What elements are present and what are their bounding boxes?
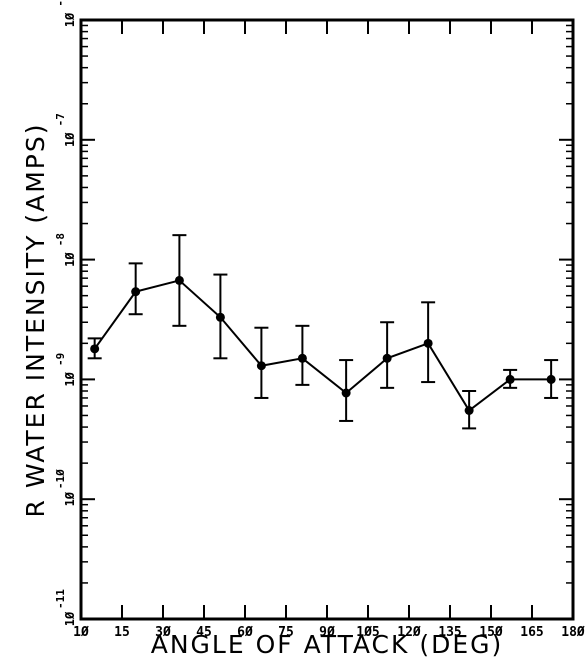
x-tick-label: 165 (520, 625, 543, 640)
x-tick-label: 15Ø (479, 625, 503, 640)
y-tick-base: 1Ø (63, 491, 77, 506)
data-point (423, 338, 433, 348)
y-tick-label: 1Ø-1Ø (54, 469, 77, 507)
y-tick-label: 1Ø-9 (54, 353, 77, 387)
y-tick-exponent: -1Ø (54, 469, 67, 489)
x-tick-label: 75 (278, 625, 294, 640)
y-tick-exponent: -6 (54, 0, 67, 7)
y-tick-base: 1Ø (63, 252, 77, 267)
y-tick-base: 1Ø (63, 132, 77, 147)
data-point (131, 287, 141, 297)
data-point (505, 374, 515, 384)
y-axis-title: R WATER INTENSITY (AMPS) (21, 123, 50, 518)
x-tick-label: 9Ø (319, 625, 335, 640)
y-tick-label: 1Ø-7 (54, 113, 77, 147)
x-axis-title: ANGLE OF ATTACK (DEG) (151, 630, 504, 659)
data-point (341, 388, 351, 398)
x-tick-label: 12Ø (397, 625, 421, 640)
data-point (546, 374, 556, 384)
x-tick-label: 15 (114, 625, 130, 640)
y-tick-base: 1Ø (63, 611, 77, 626)
data-point (90, 344, 100, 354)
y-tick-label: 1Ø-8 (54, 233, 77, 267)
data-point (464, 406, 474, 416)
data-point (215, 312, 225, 322)
series-line (93, 279, 552, 412)
x-tick-label: 135 (438, 625, 461, 640)
x-tick-labels: 1Ø 15 3Ø 45 6Ø 75 9Ø 1Ø5 12Ø 135 15Ø 165 18Ø (73, 625, 585, 640)
tick-marks (80, 19, 574, 620)
x-tick-label: 18Ø (561, 625, 585, 640)
plot-frame (79, 18, 575, 621)
y-tick-base: 1Ø (63, 12, 77, 27)
y-tick-label: 1Ø-11 (54, 589, 77, 627)
x-tick-label: 6Ø (237, 625, 253, 640)
y-tick-exponent: -9 (54, 353, 67, 366)
y-tick-base: 1Ø (63, 371, 77, 386)
data-series (87, 234, 559, 430)
y-tick-exponent: -11 (54, 589, 67, 609)
x-tick-label: 45 (196, 625, 212, 640)
data-point (297, 353, 307, 363)
data-point (382, 353, 392, 363)
data-point (256, 361, 266, 371)
y-tick-exponent: -7 (54, 113, 67, 126)
data-point (174, 275, 184, 285)
y-tick-label: 1Ø -6 (54, 0, 77, 27)
y-tick-exponent: -8 (54, 233, 67, 246)
x-tick-label: 1Ø5 (356, 625, 379, 640)
x-tick-label: 1Ø (73, 625, 89, 640)
x-tick-label: 3Ø (155, 625, 171, 640)
